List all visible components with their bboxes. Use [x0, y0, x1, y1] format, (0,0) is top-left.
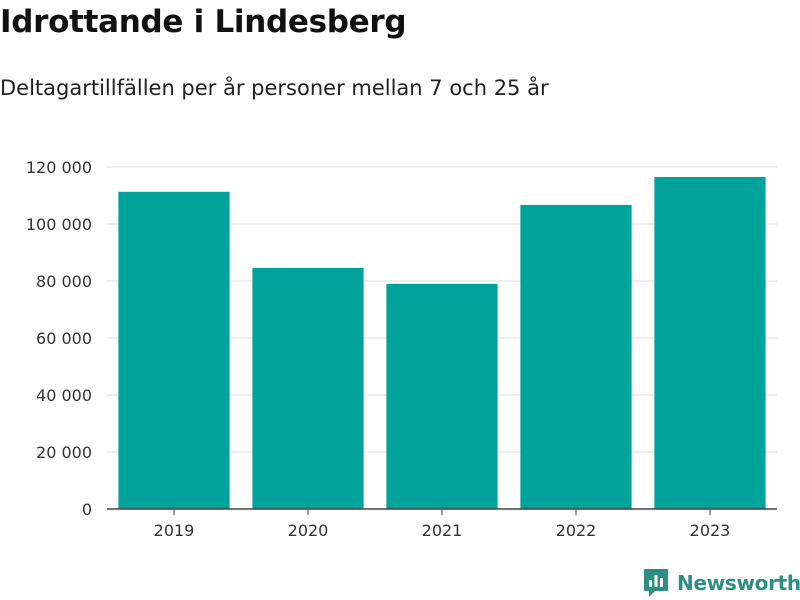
y-tick-label: 40 000	[36, 386, 92, 405]
x-tick-label: 2022	[556, 521, 597, 540]
bar	[386, 283, 498, 509]
y-tick-label: 60 000	[36, 329, 92, 348]
brand-logo: Newsworthy	[643, 568, 800, 598]
x-tick-label: 2021	[422, 521, 463, 540]
y-tick-label: 0	[82, 500, 92, 519]
x-tick-label: 2020	[288, 521, 329, 540]
brand-name: Newsworthy	[677, 571, 800, 595]
bar	[654, 176, 766, 509]
y-tick-label: 20 000	[36, 443, 92, 462]
bar	[118, 191, 230, 510]
bar	[252, 267, 364, 509]
chart-title: Idrottande i Lindesberg	[0, 4, 407, 40]
x-tick-label: 2019	[154, 521, 195, 540]
y-tick-label: 80 000	[36, 272, 92, 291]
newsworthy-icon	[644, 569, 668, 597]
y-tick-label: 120 000	[26, 158, 92, 177]
bar	[520, 204, 632, 509]
y-tick-label: 100 000	[26, 215, 92, 234]
x-tick-label: 2023	[690, 521, 731, 540]
chart-subtitle: Deltagartillfällen per år personer mella…	[0, 76, 549, 100]
